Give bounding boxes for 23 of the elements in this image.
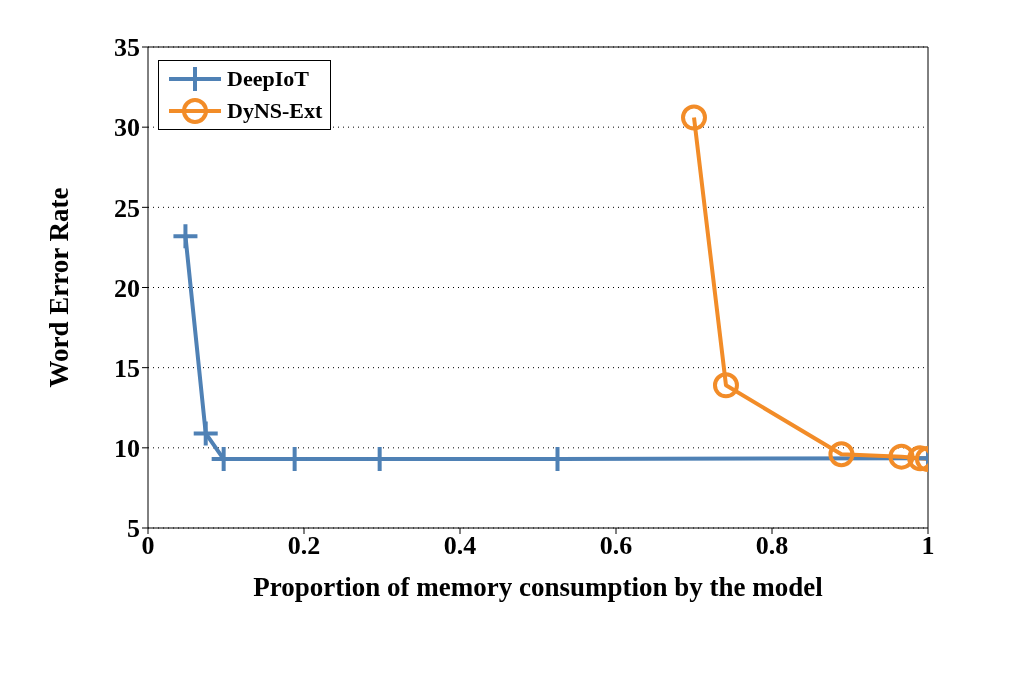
point [193, 421, 218, 446]
y-tick-label: 20 [114, 273, 140, 303]
x-axis-title: Proportion of memory consumption by the model [253, 572, 824, 602]
y-tick-label: 15 [114, 353, 140, 383]
x-tick-label: 1 [921, 531, 935, 561]
point [888, 443, 915, 470]
point [173, 224, 198, 249]
y-tick-label: 35 [114, 33, 140, 63]
point [828, 441, 855, 468]
x-tick-label: 0.4 [443, 531, 477, 561]
point [712, 372, 739, 399]
y-tick-label: 10 [114, 434, 140, 464]
legend-label: DeepIoT [227, 66, 309, 92]
y-axis-title: Word Error Rate [43, 187, 74, 388]
x-tick-label: 0.8 [755, 531, 789, 561]
point [681, 104, 707, 131]
legend-label: DyNS-Ext [227, 98, 323, 124]
x-tick-label: 0.6 [599, 531, 633, 561]
y-tick-label: 30 [114, 113, 140, 143]
y-tick-label: 25 [114, 193, 140, 223]
x-tick-label: 0 [141, 531, 155, 561]
x-tick-label: 0.2 [287, 531, 321, 561]
y-tick-label: 5 [127, 514, 140, 544]
